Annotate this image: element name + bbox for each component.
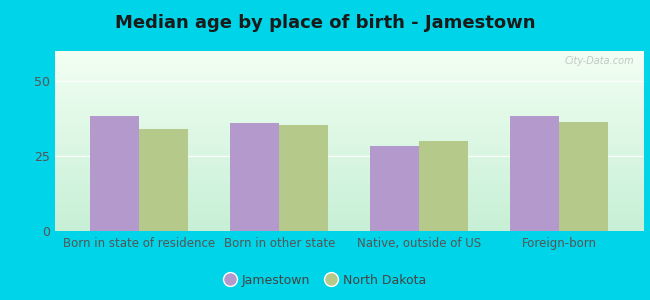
Bar (419, 141, 469, 231)
Text: City-Data.com: City-Data.com (565, 56, 634, 66)
Bar (280, 124, 328, 231)
Bar (370, 146, 419, 231)
Legend: Jamestown, North Dakota: Jamestown, North Dakota (219, 269, 431, 292)
Bar (560, 122, 608, 231)
Bar (230, 123, 280, 231)
Bar (139, 129, 188, 231)
Text: Median age by place of birth - Jamestown: Median age by place of birth - Jamestown (115, 14, 535, 32)
Bar (90, 116, 139, 231)
Bar (510, 116, 560, 231)
